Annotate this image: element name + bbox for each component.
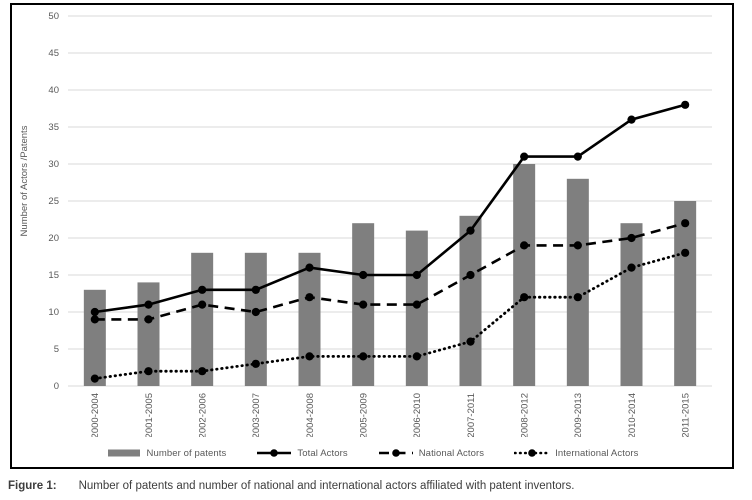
- marker-total-actors: [90, 307, 99, 317]
- marker-national-actors: [90, 315, 99, 324]
- bar-number-of-patents: [137, 282, 160, 386]
- legend-label: International Actors: [555, 447, 639, 459]
- x-tick-label: 2011-2015: [681, 393, 692, 437]
- marker-national-actors: [251, 307, 260, 317]
- marker-international-actors: [573, 293, 582, 302]
- marker-national-actors: [520, 241, 529, 250]
- bar-number-of-patents: [674, 201, 697, 386]
- figure-caption-label: Figure 1:: [8, 480, 57, 492]
- legend-item-international-actors: International Actors: [514, 447, 638, 459]
- marker-total-actors: [198, 285, 207, 294]
- y-tick-label: 50: [48, 11, 59, 22]
- y-tick-label: 45: [48, 48, 59, 59]
- marker-international-actors: [520, 293, 529, 302]
- legend-item-national-actors: National Actors: [378, 447, 484, 459]
- figure-caption-text: Number of patents and number of national…: [78, 480, 575, 492]
- bar-number-of-patents: [298, 252, 321, 386]
- marker-international-actors: [305, 352, 314, 361]
- x-tick-label: 2008-2012: [520, 393, 531, 437]
- y-tick-label: 40: [48, 85, 59, 96]
- marker-international-actors: [90, 374, 99, 383]
- y-tick-label: 20: [48, 233, 59, 244]
- y-tick-label: 15: [48, 270, 59, 281]
- x-tick-label: 2002-2006: [198, 393, 209, 437]
- y-tick-label: 10: [48, 307, 59, 318]
- marker-national-actors: [305, 293, 314, 302]
- bar-number-of-patents: [620, 223, 643, 386]
- x-tick-label: 2005-2009: [359, 393, 370, 437]
- y-tick-label: 0: [54, 381, 59, 392]
- bar-number-of-patents: [513, 164, 536, 386]
- marker-total-actors: [573, 152, 582, 161]
- line-total-actors: [94, 103, 686, 314]
- legend-label: Total Actors: [297, 447, 348, 459]
- marker-national-actors: [466, 270, 475, 280]
- legend-item-total-actors: Total Actors: [256, 447, 348, 459]
- legend-label: Number of patents: [146, 447, 227, 459]
- y-tick-label: 25: [48, 196, 59, 207]
- marker-national-actors: [359, 300, 368, 309]
- marker-national-actors: [627, 233, 636, 243]
- marker-total-actors: [144, 300, 153, 309]
- combo-chart: 0 5 10 15 20 25 30 35 40 45 50 Number of Actors /Pa…: [19, 11, 712, 437]
- y-axis-title: Number of Actors /Patents: [19, 125, 30, 236]
- marker-national-actors: [681, 219, 690, 228]
- marker-total-actors: [520, 152, 529, 161]
- legend-label: National Actors: [418, 447, 485, 459]
- marker-international-actors: [144, 367, 153, 376]
- x-tick-label: 2000-2004: [90, 393, 101, 437]
- legend-marker-dashed-icon: [378, 449, 413, 457]
- x-tick-label: 2009-2013: [573, 393, 584, 437]
- marker-total-actors: [466, 226, 475, 235]
- marker-total-actors: [359, 270, 368, 280]
- marker-total-actors: [412, 270, 421, 280]
- x-tick-label: 2010-2014: [627, 393, 638, 437]
- marker-international-actors: [198, 367, 207, 376]
- x-tick-label: 2006-2010: [412, 393, 423, 437]
- marker-total-actors: [627, 115, 636, 124]
- marker-international-actors: [681, 248, 690, 257]
- x-tick-label: 2001-2005: [144, 393, 155, 437]
- legend-item-number-of-patents: Number of patents: [106, 447, 227, 459]
- legend-marker-dotted-icon: [514, 449, 551, 457]
- line-national-actors: [94, 221, 686, 321]
- marker-total-actors: [305, 263, 314, 272]
- marker-national-actors: [573, 241, 582, 250]
- marker-international-actors: [412, 352, 421, 361]
- bar-number-of-patents: [83, 289, 106, 386]
- x-tick-label: 2004-2008: [305, 393, 316, 437]
- chart-legend: Number of patents Total Actors National Ac…: [12, 447, 732, 459]
- marker-total-actors: [681, 100, 690, 109]
- y-tick-label: 30: [48, 159, 59, 170]
- y-tick-label: 35: [48, 122, 59, 133]
- bar-number-of-patents: [191, 252, 214, 386]
- x-tick-label: 2003-2007: [251, 393, 262, 437]
- marker-international-actors: [466, 337, 475, 346]
- marker-national-actors: [198, 300, 207, 309]
- marker-international-actors: [251, 359, 260, 368]
- figure-caption: Figure 1: Number of patents and number of…: [8, 480, 748, 492]
- marker-international-actors: [627, 263, 636, 272]
- legend-marker-none-icon: [107, 449, 140, 457]
- marker-national-actors: [144, 315, 153, 324]
- bar-number-of-patents: [244, 252, 267, 386]
- bar-number-of-patents: [459, 215, 482, 386]
- figure-chart-box: 0 5 10 15 20 25 30 35 40 45 50 Number of Actors /Pa…: [10, 3, 734, 469]
- line-international-actors: [93, 251, 687, 381]
- marker-international-actors: [359, 352, 368, 361]
- bar-number-of-patents: [566, 178, 589, 386]
- y-tick-label: 5: [54, 344, 59, 355]
- x-tick-label: 2007-2011: [466, 393, 477, 437]
- marker-national-actors: [412, 300, 421, 309]
- legend-marker-solid-icon: [257, 449, 292, 457]
- marker-total-actors: [251, 285, 260, 294]
